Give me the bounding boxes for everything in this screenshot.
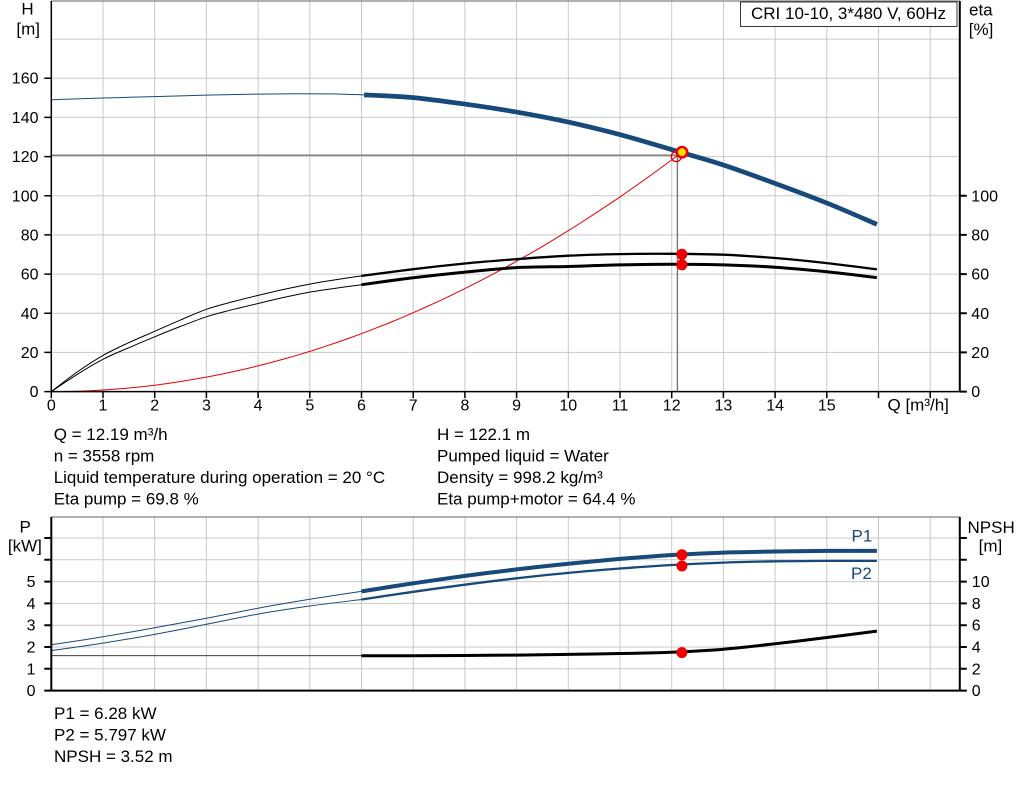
svg-text:0: 0 <box>27 683 36 700</box>
svg-text:12: 12 <box>663 398 681 415</box>
svg-text:0: 0 <box>30 384 39 401</box>
svg-text:P: P <box>20 518 31 537</box>
svg-text:2: 2 <box>972 661 981 678</box>
svg-text:H: H <box>21 0 33 19</box>
svg-text:140: 140 <box>12 110 39 127</box>
svg-text:6: 6 <box>972 618 981 635</box>
svg-text:Liquid temperature during oper: Liquid temperature during operation = 20… <box>54 468 385 487</box>
svg-text:[%]: [%] <box>969 20 994 39</box>
svg-text:3: 3 <box>27 618 36 635</box>
svg-text:NPSH: NPSH <box>968 518 1015 537</box>
svg-text:4: 4 <box>27 596 36 613</box>
svg-text:9: 9 <box>512 398 521 415</box>
svg-text:H = 122.1 m: H = 122.1 m <box>437 425 530 444</box>
svg-text:eta: eta <box>969 0 993 19</box>
svg-text:[m]: [m] <box>979 537 1003 556</box>
svg-text:Pumped liquid = Water: Pumped liquid = Water <box>437 447 609 466</box>
svg-text:P1 = 6.28 kW: P1 = 6.28 kW <box>54 704 157 723</box>
svg-text:2: 2 <box>27 640 36 657</box>
svg-text:5: 5 <box>27 574 36 591</box>
svg-text:100: 100 <box>12 188 39 205</box>
svg-text:Q [m³/h]: Q [m³/h] <box>888 396 949 415</box>
svg-text:0: 0 <box>971 384 980 401</box>
svg-text:60: 60 <box>21 267 39 284</box>
svg-text:7: 7 <box>409 398 418 415</box>
svg-text:5: 5 <box>305 398 314 415</box>
svg-text:8: 8 <box>972 596 981 613</box>
svg-text:14: 14 <box>766 398 784 415</box>
svg-text:NPSH = 3.52 m: NPSH = 3.52 m <box>54 747 173 766</box>
svg-text:6: 6 <box>357 398 366 415</box>
svg-text:3: 3 <box>202 398 211 415</box>
svg-text:1: 1 <box>27 661 36 678</box>
svg-text:8: 8 <box>460 398 469 415</box>
svg-text:1: 1 <box>99 398 108 415</box>
svg-text:n = 3558 rpm: n = 3558 rpm <box>54 447 155 466</box>
svg-text:2: 2 <box>150 398 159 415</box>
svg-text:Q = 12.19 m³/h: Q = 12.19 m³/h <box>54 425 168 444</box>
svg-text:0: 0 <box>47 398 56 415</box>
svg-text:120: 120 <box>12 149 39 166</box>
svg-text:100: 100 <box>971 188 998 205</box>
svg-text:10: 10 <box>559 398 577 415</box>
svg-text:P1: P1 <box>852 527 873 546</box>
svg-text:Eta pump+motor = 64.4 %: Eta pump+motor = 64.4 % <box>437 490 635 509</box>
svg-text:[kW]: [kW] <box>8 537 42 556</box>
svg-text:P2: P2 <box>851 564 872 583</box>
svg-text:20: 20 <box>971 345 989 362</box>
svg-text:60: 60 <box>971 267 989 284</box>
svg-text:0: 0 <box>972 683 981 700</box>
svg-text:10: 10 <box>972 574 990 591</box>
svg-text:4: 4 <box>254 398 263 415</box>
svg-text:20: 20 <box>21 345 39 362</box>
svg-text:Density = 998.2 kg/m³: Density = 998.2 kg/m³ <box>437 468 603 487</box>
svg-text:160: 160 <box>12 71 39 88</box>
svg-text:15: 15 <box>818 398 836 415</box>
svg-text:P2 = 5.797 kW: P2 = 5.797 kW <box>54 726 166 745</box>
svg-text:4: 4 <box>972 640 981 657</box>
svg-text:80: 80 <box>21 227 39 244</box>
svg-text:CRI 10-10, 3*480 V, 60Hz: CRI 10-10, 3*480 V, 60Hz <box>751 4 946 23</box>
svg-text:80: 80 <box>971 227 989 244</box>
svg-text:[m]: [m] <box>16 20 40 39</box>
svg-text:13: 13 <box>715 398 733 415</box>
svg-text:Eta pump = 69.8 %: Eta pump = 69.8 % <box>54 490 199 509</box>
svg-text:40: 40 <box>971 306 989 323</box>
svg-text:11: 11 <box>612 398 629 415</box>
svg-text:40: 40 <box>21 306 39 323</box>
